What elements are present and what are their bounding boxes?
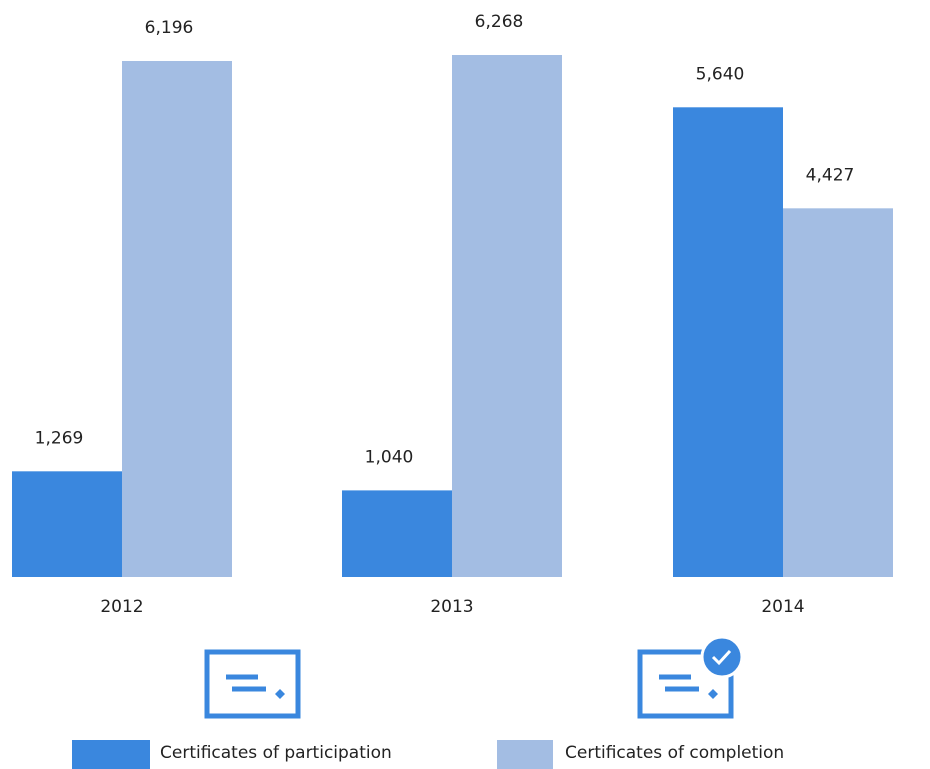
value-label: 1,040 — [365, 447, 414, 467]
value-label: 6,196 — [145, 18, 194, 38]
value-label: 6,268 — [475, 12, 524, 32]
bar — [122, 60, 232, 578]
bar — [673, 107, 783, 578]
completion-icon — [637, 635, 744, 719]
bar — [12, 471, 122, 577]
value-label: 5,640 — [696, 64, 745, 84]
bar — [452, 55, 562, 577]
value-label: 4,427 — [806, 165, 855, 185]
participation-icon — [204, 649, 301, 719]
bar — [342, 490, 452, 577]
x-tick-label: 2012 — [100, 597, 143, 617]
legend-label: Certificates of participation — [160, 743, 392, 763]
legend-swatch — [72, 740, 150, 769]
x-tick-label: 2013 — [430, 597, 473, 617]
bar — [783, 208, 893, 577]
value-label: 1,269 — [35, 428, 84, 448]
legend-swatch — [497, 740, 553, 769]
legend-label: Certificates of completion — [565, 743, 784, 763]
x-tick-label: 2014 — [761, 597, 804, 617]
